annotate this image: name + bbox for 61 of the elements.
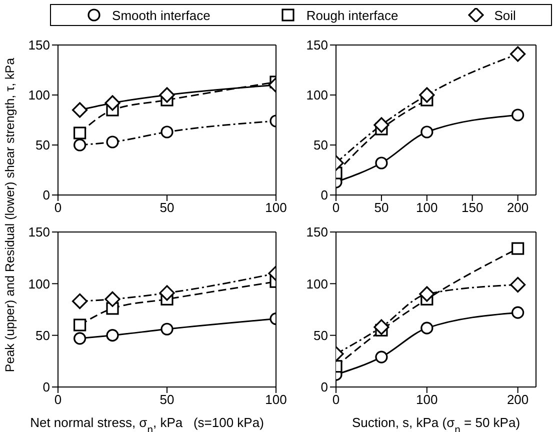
- point: [510, 46, 526, 62]
- point: [420, 126, 434, 138]
- point: [160, 126, 174, 138]
- y-tick-label: 50: [314, 328, 328, 343]
- x-tick-label: 50: [160, 392, 174, 408]
- x-tick-label: 0: [332, 392, 340, 408]
- x-tick-label: 0: [54, 392, 62, 408]
- x-tick-label: 100: [416, 200, 438, 216]
- y-tick-label: 50: [36, 138, 50, 153]
- y-tick-label: 100: [28, 276, 50, 292]
- x-tick-label: 100: [416, 392, 438, 408]
- point: [375, 156, 388, 170]
- y-tick-label: 150: [28, 38, 50, 53]
- point: [512, 108, 524, 122]
- x-tick-label: 0: [54, 200, 62, 216]
- x-tick-label: 50: [160, 200, 174, 216]
- point: [512, 306, 524, 319]
- x-tick-label: 150: [462, 200, 484, 216]
- x-tick-label: 100: [265, 200, 287, 216]
- y-tick-label: 100: [306, 276, 328, 292]
- y-tick-label: 50: [36, 328, 50, 343]
- point: [512, 242, 524, 255]
- y-tick-label: 100: [306, 88, 328, 103]
- y-tick-label: 150: [306, 224, 328, 240]
- point: [74, 318, 86, 332]
- y-tick-label: 150: [28, 224, 50, 240]
- y-tick-label: 100: [28, 88, 50, 103]
- point: [74, 138, 86, 152]
- point: [374, 319, 390, 335]
- y-tick-label: 0: [320, 188, 328, 203]
- point: [159, 285, 175, 301]
- x-tick-label: 200: [506, 200, 529, 216]
- point: [510, 276, 526, 292]
- legend-label: Soil: [494, 8, 516, 22]
- point: [420, 322, 434, 334]
- y-tick-label: 150: [306, 38, 328, 53]
- point: [104, 95, 120, 111]
- x-tick-label: 100: [265, 392, 287, 408]
- legend-label: Smooth interface: [112, 8, 210, 22]
- legend-label: Rough interface: [306, 8, 398, 22]
- point: [72, 293, 88, 310]
- x-tick-label: 200: [506, 392, 529, 408]
- point: [74, 126, 86, 140]
- y-tick-label: 0: [320, 380, 328, 395]
- y-axis-title: Peak (upper) and Residual (lower) shear strength, τ, kPa: [3, 58, 17, 372]
- point: [159, 87, 175, 103]
- point: [106, 329, 119, 342]
- point: [419, 286, 435, 302]
- y-tick-label: 0: [42, 380, 50, 395]
- point: [419, 87, 435, 103]
- x-tick-label: 0: [332, 200, 340, 216]
- y-tick-label: 0: [42, 188, 50, 203]
- point: [106, 136, 119, 148]
- x-tick-label: 50: [374, 200, 389, 216]
- point: [72, 102, 88, 118]
- point: [104, 291, 120, 307]
- point: [374, 117, 390, 133]
- point: [375, 350, 388, 364]
- point: [74, 332, 86, 345]
- y-tick-label: 50: [314, 138, 328, 153]
- point: [160, 322, 174, 336]
